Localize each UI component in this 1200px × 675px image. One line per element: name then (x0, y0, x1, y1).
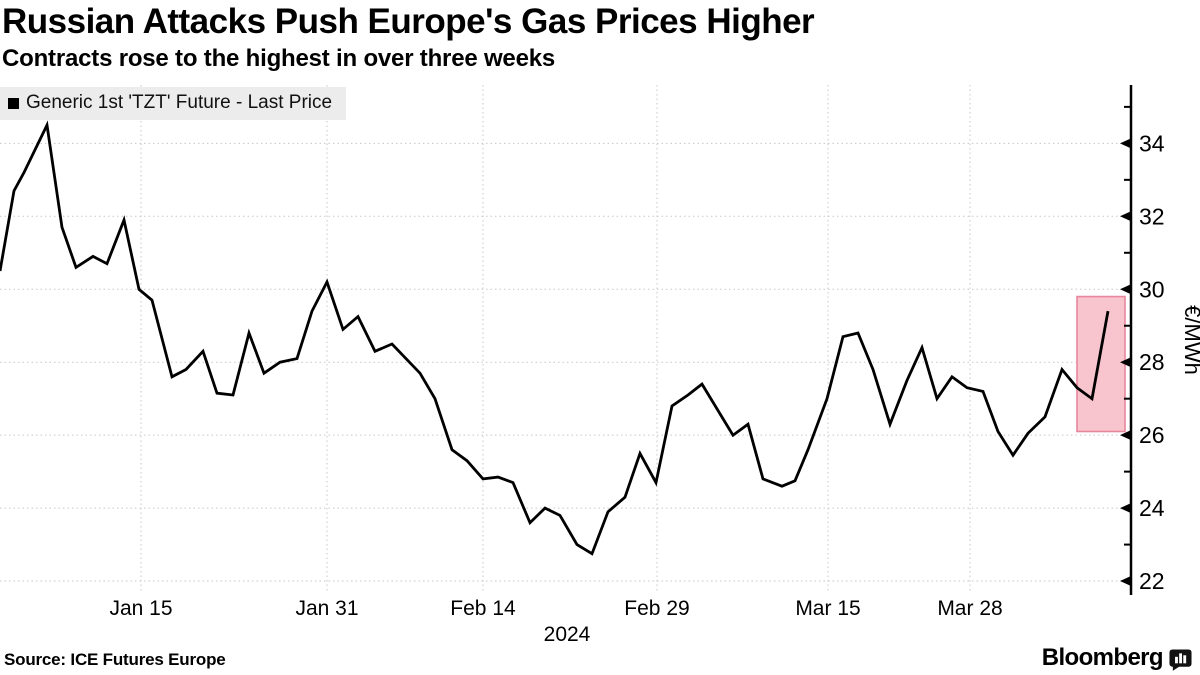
x-tick-label: Mar 15 (795, 597, 860, 620)
y-major-tick (1120, 284, 1131, 295)
y-major-tick (1120, 430, 1131, 441)
y-tick-label: 34 (1139, 130, 1165, 156)
page-title: Russian Attacks Push Europe's Gas Prices… (2, 2, 815, 41)
y-major-tick (1120, 576, 1131, 587)
bloomberg-terminal-icon (1169, 648, 1192, 671)
price-chart: 22 24 26 28 30 32 34 €/MWh Jan 15 Jan 31 Feb 14 Feb… (0, 85, 1200, 646)
source-note: Source: ICE Futures Europe (4, 650, 226, 669)
y-tick-label: 28 (1139, 349, 1165, 375)
y-major-tick (1120, 503, 1131, 514)
year-label: 2024 (544, 623, 591, 645)
price-line (0, 120, 1110, 556)
y-tick-label: 22 (1139, 568, 1165, 594)
bloomberg-wordmark: Bloomberg (1041, 644, 1164, 671)
page-subtitle: Contracts rose to the highest in over th… (2, 45, 556, 72)
highlight-box (1076, 295, 1126, 433)
chart-legend: Generic 1st 'TZT' Future - Last Price (0, 87, 347, 120)
x-tick-label: Mar 28 (937, 597, 1002, 620)
legend-label: Generic 1st 'TZT' Future - Last Price (26, 92, 333, 113)
y-tick-label: 26 (1139, 422, 1165, 448)
y-major-tick (1120, 138, 1131, 149)
x-tick-label: Feb 14 (450, 597, 516, 620)
price-chart-svg: 22 24 26 28 30 32 34 €/MWh Jan 15 Jan 31 Feb 14 Feb… (0, 85, 1200, 646)
x-tick-label: Jan 31 (295, 597, 358, 620)
y-major-tick (1120, 357, 1131, 368)
y-tick-label: 30 (1139, 276, 1165, 302)
legend-swatch-icon (8, 97, 19, 109)
x-tick-label: Jan 15 (109, 597, 172, 620)
y-tick-label: 32 (1139, 203, 1165, 229)
y-major-tick (1120, 211, 1131, 222)
bloomberg-logo: Bloomberg (1042, 644, 1192, 672)
y-tick-label: 24 (1139, 495, 1165, 521)
y-axis-unit-label: €/MWh (1180, 305, 1200, 375)
x-tick-label: Feb 29 (624, 597, 689, 620)
